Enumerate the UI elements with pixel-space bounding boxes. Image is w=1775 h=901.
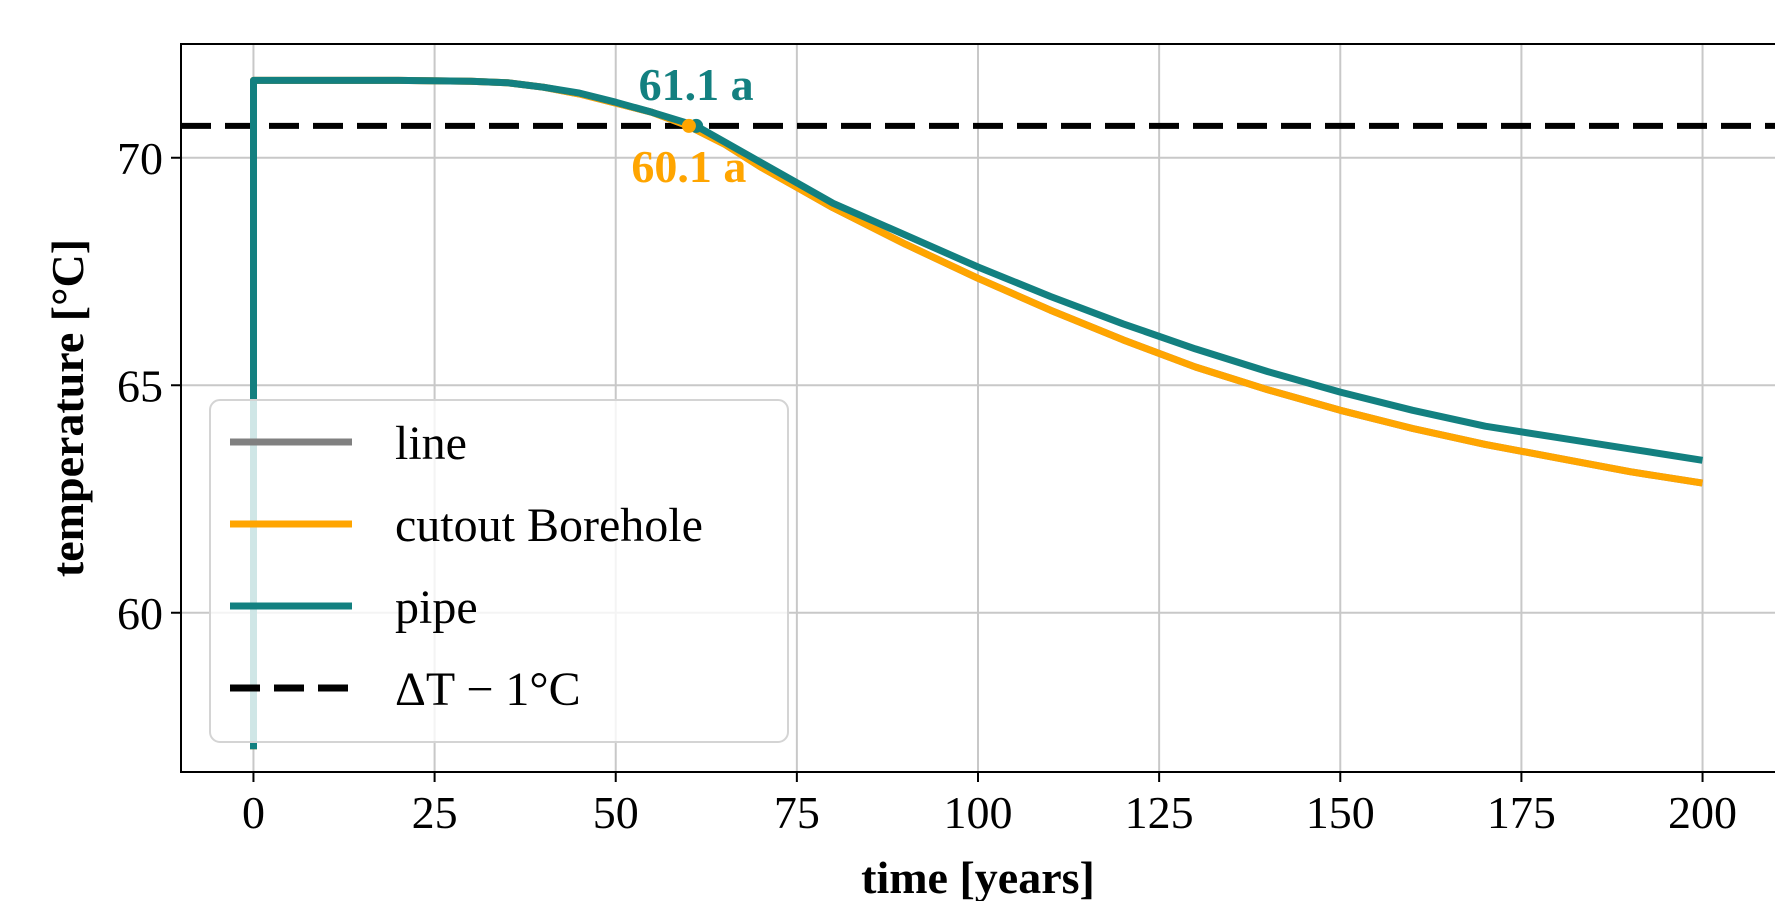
- x-tick-label: 200: [1668, 787, 1737, 838]
- y-axis-label: temperature [°C]: [42, 239, 93, 577]
- legend-label: ΔT − 1°C: [395, 663, 581, 716]
- y-tick-label: 60: [117, 588, 163, 639]
- x-tick-label: 175: [1487, 787, 1556, 838]
- x-tick-label: 125: [1125, 787, 1194, 838]
- y-tick-label: 70: [117, 133, 163, 184]
- crossing-marker: [681, 118, 696, 133]
- x-tick-label: 150: [1306, 787, 1375, 838]
- x-axis-label: time [years]: [861, 852, 1095, 901]
- x-axis-ticks: 0 25 50 75 100 125 150 175 200: [242, 772, 1737, 838]
- annotations: 61.1 a 60.1 a: [631, 59, 753, 192]
- x-tick-label: 25: [412, 787, 458, 838]
- legend-label: pipe: [395, 581, 478, 634]
- legend-box: [209, 399, 789, 743]
- crossing-points: [681, 118, 704, 133]
- legend: line cutout Borehole pipe ΔT − 1°C: [209, 399, 789, 743]
- x-tick-label: 100: [944, 787, 1013, 838]
- y-axis-ticks: 60 65 70: [117, 133, 181, 639]
- grid: [181, 44, 1775, 772]
- crossing-annotation: 61.1 a: [639, 59, 754, 110]
- legend-label: line: [395, 417, 467, 470]
- series-lines: [250, 76, 1704, 750]
- y-tick-label: 65: [117, 360, 163, 411]
- x-tick-label: 50: [593, 787, 639, 838]
- x-tick-label: 75: [774, 787, 820, 838]
- plot-frame: [180, 43, 1775, 773]
- series-line: [250, 76, 1704, 750]
- x-tick-label: 0: [242, 787, 265, 838]
- crossing-annotation: 60.1 a: [631, 141, 746, 192]
- legend-label: cutout Borehole: [395, 499, 703, 552]
